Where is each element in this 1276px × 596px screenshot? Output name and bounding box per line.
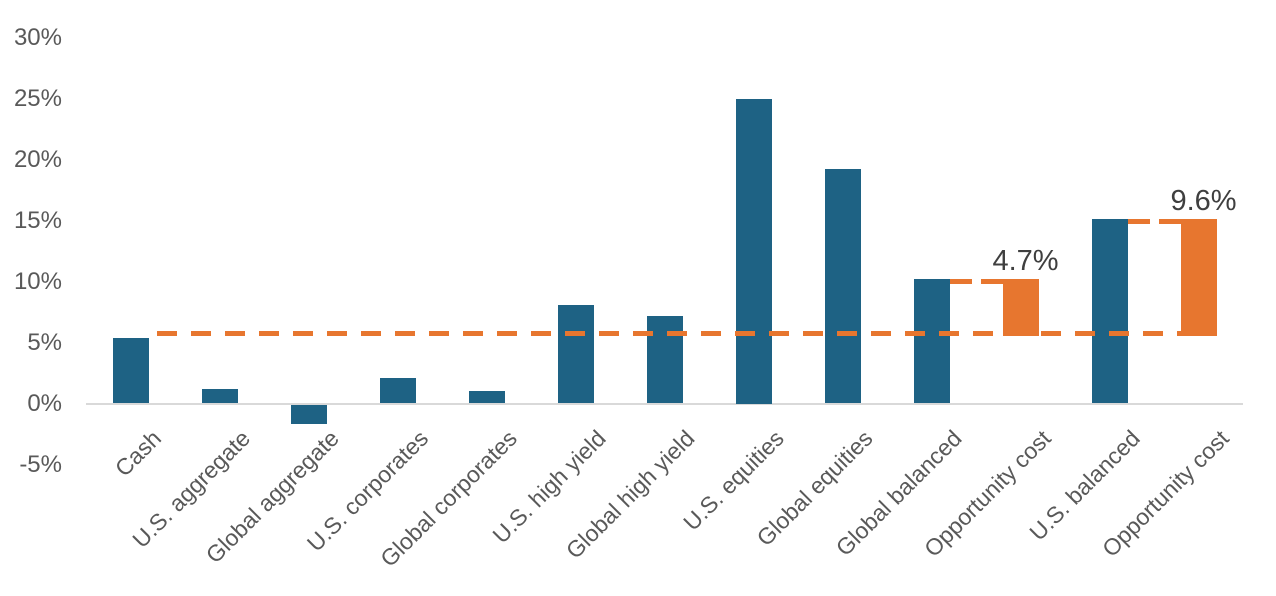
bar-u-s-equities-7 [735,98,772,404]
bar-cash-0 [112,337,149,404]
opportunity-cost-connector-dash [949,279,1003,285]
bar-global-aggregate-2 [290,404,327,425]
opportunity-cost-connector-dash [1127,219,1181,225]
y-axis-tick-label: 20% [13,145,62,173]
bar-global-equities-8 [824,169,861,404]
y-axis-tick-label: 25% [13,84,62,112]
bar-global-corporates-4 [468,391,505,404]
y-axis-tick-label: 5% [27,328,62,356]
bar-opportunity-cost-10 [1002,279,1039,337]
bar-value-label: 4.7% [992,245,1059,278]
bar-u-s-aggregate-1 [201,388,238,404]
bar-value-label: 9.6% [1170,185,1237,218]
y-axis-tick-label: 30% [13,23,62,51]
bar-u-s-high-yield-5 [557,304,594,404]
y-axis-tick-label: 0% [27,389,62,417]
cash-level-dashed-line [156,331,1181,337]
bar-global-balanced-9 [913,279,950,404]
y-axis-tick-label: -5% [19,450,62,478]
bar-global-high-yield-6 [646,315,683,404]
bar-u-s-balanced-11 [1091,219,1128,404]
x-axis-baseline [86,402,1243,405]
y-axis-tick-label: 10% [13,267,62,295]
bar-u-s-corporates-3 [379,377,416,404]
bar-opportunity-cost-12 [1180,219,1217,337]
x-axis-label-cash: Cash [109,425,166,482]
y-axis-tick-label: 15% [13,206,62,234]
